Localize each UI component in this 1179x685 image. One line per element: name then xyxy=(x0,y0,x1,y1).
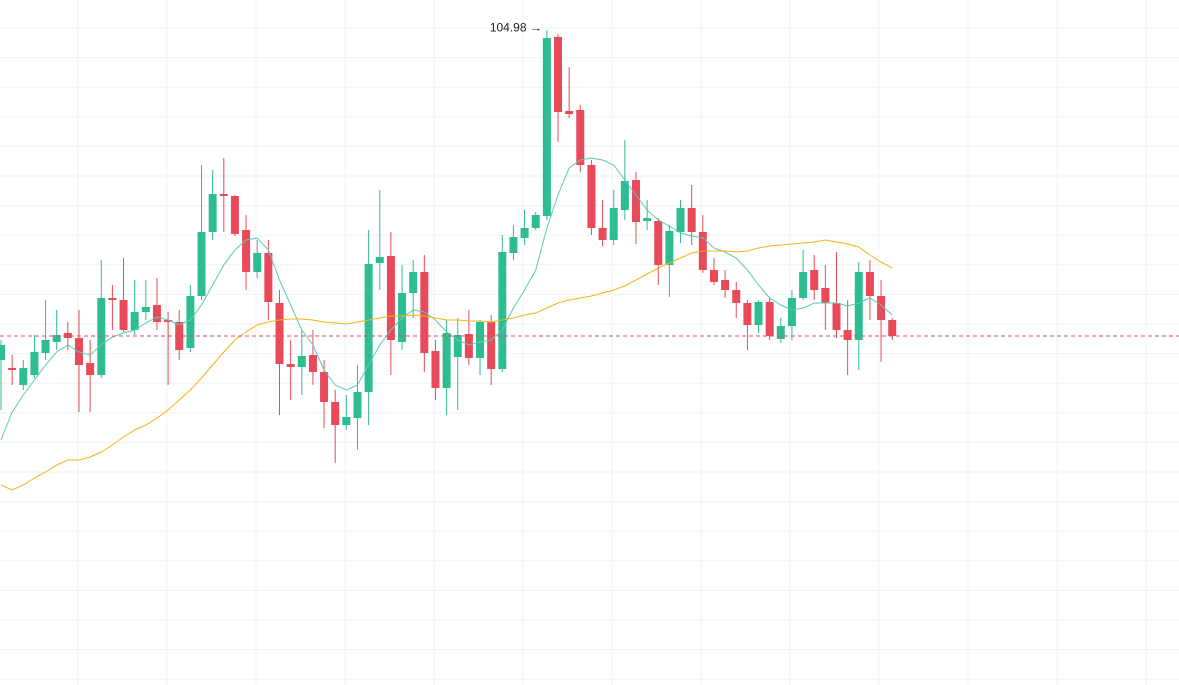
candle-body xyxy=(375,257,384,263)
candle-body xyxy=(732,290,741,303)
candle-body xyxy=(331,402,340,425)
candle-body xyxy=(765,302,774,336)
candle-body xyxy=(186,296,195,348)
candle-body xyxy=(587,165,596,228)
candle-body xyxy=(487,322,496,369)
candle-body xyxy=(297,356,306,367)
candle-body xyxy=(464,334,473,358)
candle-body xyxy=(342,417,351,425)
candle-body xyxy=(810,270,819,290)
candle-body xyxy=(431,351,440,388)
candle-body xyxy=(353,392,362,418)
candle-body xyxy=(409,272,418,293)
candle-body xyxy=(854,272,863,340)
candle-body xyxy=(364,264,373,392)
candle-body xyxy=(821,288,830,303)
candle-body xyxy=(843,330,852,340)
candle-body xyxy=(19,368,28,385)
candle-body xyxy=(620,181,629,210)
candle-body xyxy=(30,352,39,375)
candle-body xyxy=(643,218,652,221)
candle-body xyxy=(888,320,897,336)
candle-body xyxy=(877,296,886,320)
candle-body xyxy=(208,194,217,232)
candle-body xyxy=(476,322,485,358)
candle-body xyxy=(498,252,507,369)
candle-body xyxy=(565,111,574,114)
candle-body xyxy=(721,280,730,290)
candle-body xyxy=(141,307,150,312)
candle-body xyxy=(275,303,284,364)
candle-body xyxy=(286,364,295,367)
candle-body xyxy=(832,303,841,330)
candle-body xyxy=(576,110,585,165)
candle-body xyxy=(687,208,696,232)
candle-body xyxy=(709,270,718,282)
candle-body xyxy=(609,208,618,240)
candle-body xyxy=(865,272,874,296)
candle-body xyxy=(509,237,518,253)
candle-body xyxy=(86,363,95,375)
candle-body xyxy=(386,256,395,340)
candle-body xyxy=(743,303,752,325)
candle-body xyxy=(119,300,128,330)
candle-body xyxy=(41,340,50,353)
candle-body xyxy=(8,368,17,370)
candle-body xyxy=(130,312,139,330)
candle-body xyxy=(164,320,173,322)
candle-body xyxy=(776,326,785,339)
candle-body xyxy=(175,322,184,350)
candle-body xyxy=(152,305,161,322)
candle-body xyxy=(264,253,273,302)
candle-body xyxy=(253,253,262,272)
candle-body xyxy=(520,228,529,238)
candle-body xyxy=(52,335,61,342)
candle-body xyxy=(676,208,685,232)
candle-body xyxy=(654,221,663,265)
candle-body xyxy=(108,298,117,300)
candle-body xyxy=(320,372,329,402)
candle-body xyxy=(799,272,808,298)
candle-body xyxy=(219,194,228,196)
max-annotation: 104.98 → xyxy=(490,20,542,34)
candle-body xyxy=(0,345,5,360)
candle-body xyxy=(531,215,540,228)
candle-body xyxy=(631,180,640,222)
candle-body xyxy=(754,302,763,325)
candle-body xyxy=(554,37,562,112)
moving-average xyxy=(0,157,893,441)
candle-body xyxy=(230,196,239,234)
candle-body xyxy=(197,232,206,296)
candle-body xyxy=(665,231,674,265)
candle-body xyxy=(453,335,462,357)
moving-average xyxy=(0,239,893,491)
candle-body xyxy=(598,228,607,240)
candle-body xyxy=(308,355,317,372)
candle-body xyxy=(542,38,551,216)
candle-body xyxy=(242,230,251,272)
candle-body xyxy=(63,333,72,338)
candle-body xyxy=(787,298,796,326)
candle-body xyxy=(442,333,451,388)
